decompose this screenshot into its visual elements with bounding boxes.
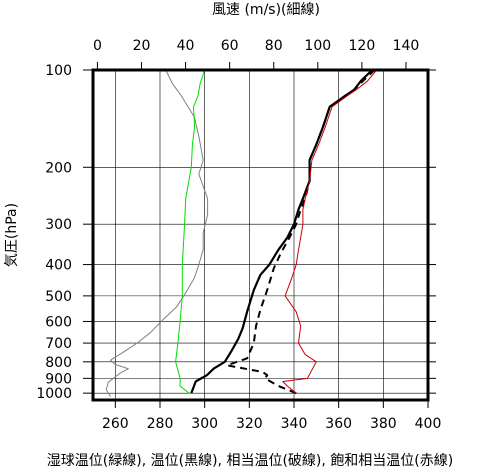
wind-speed-line [105,69,209,397]
top-tick-label: 140 [393,38,420,54]
series-layer [105,69,377,397]
grid [93,69,429,400]
saturated-equivalent-potential-temp-line [282,69,377,394]
potential-temp-line [190,69,373,394]
bottom-tick-label: 360 [325,416,352,432]
bottom-tick-label: 260 [102,416,129,432]
top-tick-label: 60 [221,38,239,54]
top-tick-label: 0 [93,38,102,54]
y-tick-label: 500 [45,289,72,305]
y-tick-label: 900 [45,371,72,387]
top-tick-label: 120 [349,38,376,54]
y-tick-label: 1000 [36,386,72,402]
y-tick-label: 300 [45,217,72,233]
y-tick-label: 200 [45,160,72,176]
ticks-layer: 0 20 40 60 80 100 120 140 260 280 300 320 340 360 380 4… [36,38,441,432]
bottom-tick-label: 380 [370,416,397,432]
bottom-axis-title: 湿球温位(緑線), 温位(黒線), 相当温位(破線), 飽和相当温位(赤線) [47,452,453,469]
y-tick-label: 100 [45,63,72,79]
wet-bulb-potential-temp-line [175,69,206,394]
bottom-tick-label: 320 [236,416,263,432]
bottom-tick-label: 400 [415,416,442,432]
top-tick-label: 80 [265,38,283,54]
top-tick-label: 100 [304,38,331,54]
top-tick-label: 20 [133,38,151,54]
bottom-tick-label: 340 [281,416,308,432]
plot-frame [91,68,430,402]
y-axis-title: 気圧(hPa) [4,203,20,267]
y-tick-label: 800 [45,355,72,371]
top-tick-label: 40 [177,38,195,54]
top-axis-title: 風速 (m/s)(細線) [212,2,320,18]
equivalent-potential-temp-line [226,69,376,395]
bottom-tick-label: 300 [191,416,218,432]
y-tick-label: 600 [45,314,72,330]
y-tick-label: 400 [45,258,72,274]
y-tick-label: 700 [45,336,72,352]
bottom-tick-label: 280 [147,416,174,432]
